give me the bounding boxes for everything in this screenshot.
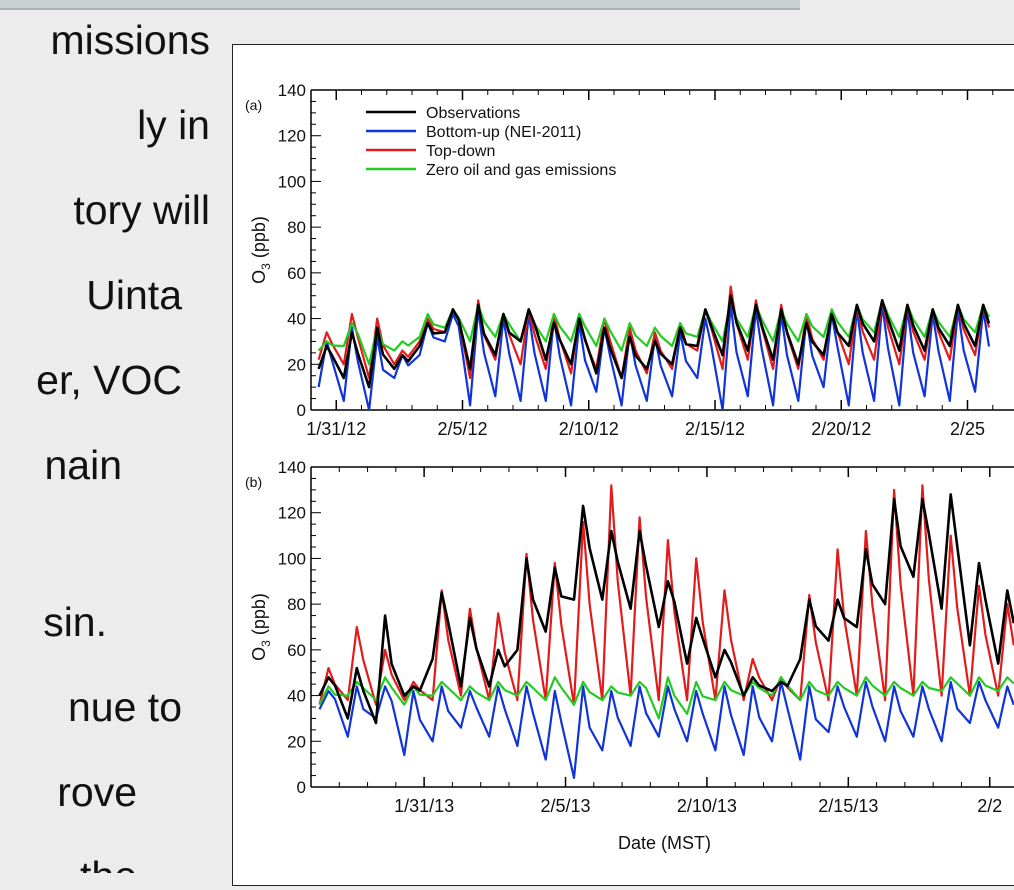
- x-tick-label: 2/15/12: [685, 419, 745, 439]
- x-tick-label: 2/2: [977, 796, 1002, 816]
- series-line-observations: [317, 294, 991, 389]
- plot-area: [318, 484, 1014, 779]
- y-tick-label: 120: [278, 504, 306, 523]
- x-axis-label: Date (MST): [618, 833, 711, 853]
- y-tick-label: 140: [278, 81, 306, 100]
- x-tick-label: 1/31/13: [394, 796, 454, 816]
- y-axis-label: O3 (ppb): [249, 216, 273, 284]
- slide-text-line: tory will: [73, 187, 210, 233]
- panel-label: (b): [245, 474, 262, 490]
- y-tick-label: 20: [287, 355, 306, 374]
- y-tick-label: 80: [287, 595, 306, 614]
- slide-text-line: sin.: [43, 599, 107, 645]
- y-tick-label: 60: [287, 264, 306, 283]
- slide-header-bar: [0, 0, 800, 10]
- series-line-bottom_up: [318, 680, 1014, 779]
- slide-text-line: ly in: [137, 102, 210, 148]
- y-axis-label: O3 (ppb): [249, 593, 273, 661]
- y-tick-label: 60: [287, 641, 306, 660]
- ozone-figure: 0 20 40 60 80 100 120 140 1/31/12 2/5/12 2/10/12 2/…: [232, 44, 1014, 886]
- x-tick-label: 2/25: [950, 419, 985, 439]
- slide-text-line: nain: [44, 442, 122, 488]
- legend-label: Observations: [426, 105, 520, 122]
- x-tick-label: 2/10/12: [559, 419, 619, 439]
- x-tick-label: 2/15/13: [818, 796, 878, 816]
- chart-panel: 0 20 40 60 80 100 120 140 1/31/13 2/5/13 2/10/13 2/…: [245, 458, 1014, 853]
- x-tick-label: 2/5/12: [437, 419, 487, 439]
- y-tick-label: 0: [297, 401, 306, 420]
- y-tick-label: 120: [278, 127, 306, 146]
- legend-label: Zero oil and gas emissions: [426, 162, 616, 179]
- panel-label: (a): [245, 97, 262, 113]
- y-tick-label: 100: [278, 549, 306, 568]
- x-tick-label: 1/31/12: [306, 419, 366, 439]
- y-tick-label: 80: [287, 218, 306, 237]
- y-tick-label: 0: [297, 778, 306, 797]
- x-tick-label: 2/20/12: [811, 419, 871, 439]
- legend-label: Bottom-up (NEI-2011): [426, 124, 581, 141]
- slide-text-line: er, VOC: [36, 357, 182, 403]
- slide-text-line: missions: [50, 17, 210, 63]
- series-line-top_down: [318, 484, 1014, 706]
- series-line-observations: [318, 493, 1014, 725]
- plot-area: [317, 285, 991, 410]
- series-line-zero: [318, 676, 1014, 720]
- chart-panel: 0 20 40 60 80 100 120 140 1/31/12 2/5/12 2/10/12 2/…: [245, 81, 1014, 439]
- slide-body-text: missions ly in tory will Uinta er, VOC n…: [0, 0, 232, 874]
- y-tick-label: 140: [278, 458, 306, 477]
- y-tick-label: 40: [287, 687, 306, 706]
- slide-text-line: Uinta: [86, 272, 182, 318]
- slide-text-line: nue to: [68, 684, 182, 730]
- legend-label: Top-down: [426, 143, 495, 160]
- y-tick-label: 20: [287, 732, 306, 751]
- slide-text-line: rove: [57, 769, 137, 815]
- slide-text-line: the: [80, 856, 137, 874]
- x-tick-label: 2/5/13: [540, 796, 590, 816]
- x-tick-label: 2/10/13: [677, 796, 737, 816]
- y-tick-label: 40: [287, 310, 306, 329]
- y-tick-label: 100: [278, 172, 306, 191]
